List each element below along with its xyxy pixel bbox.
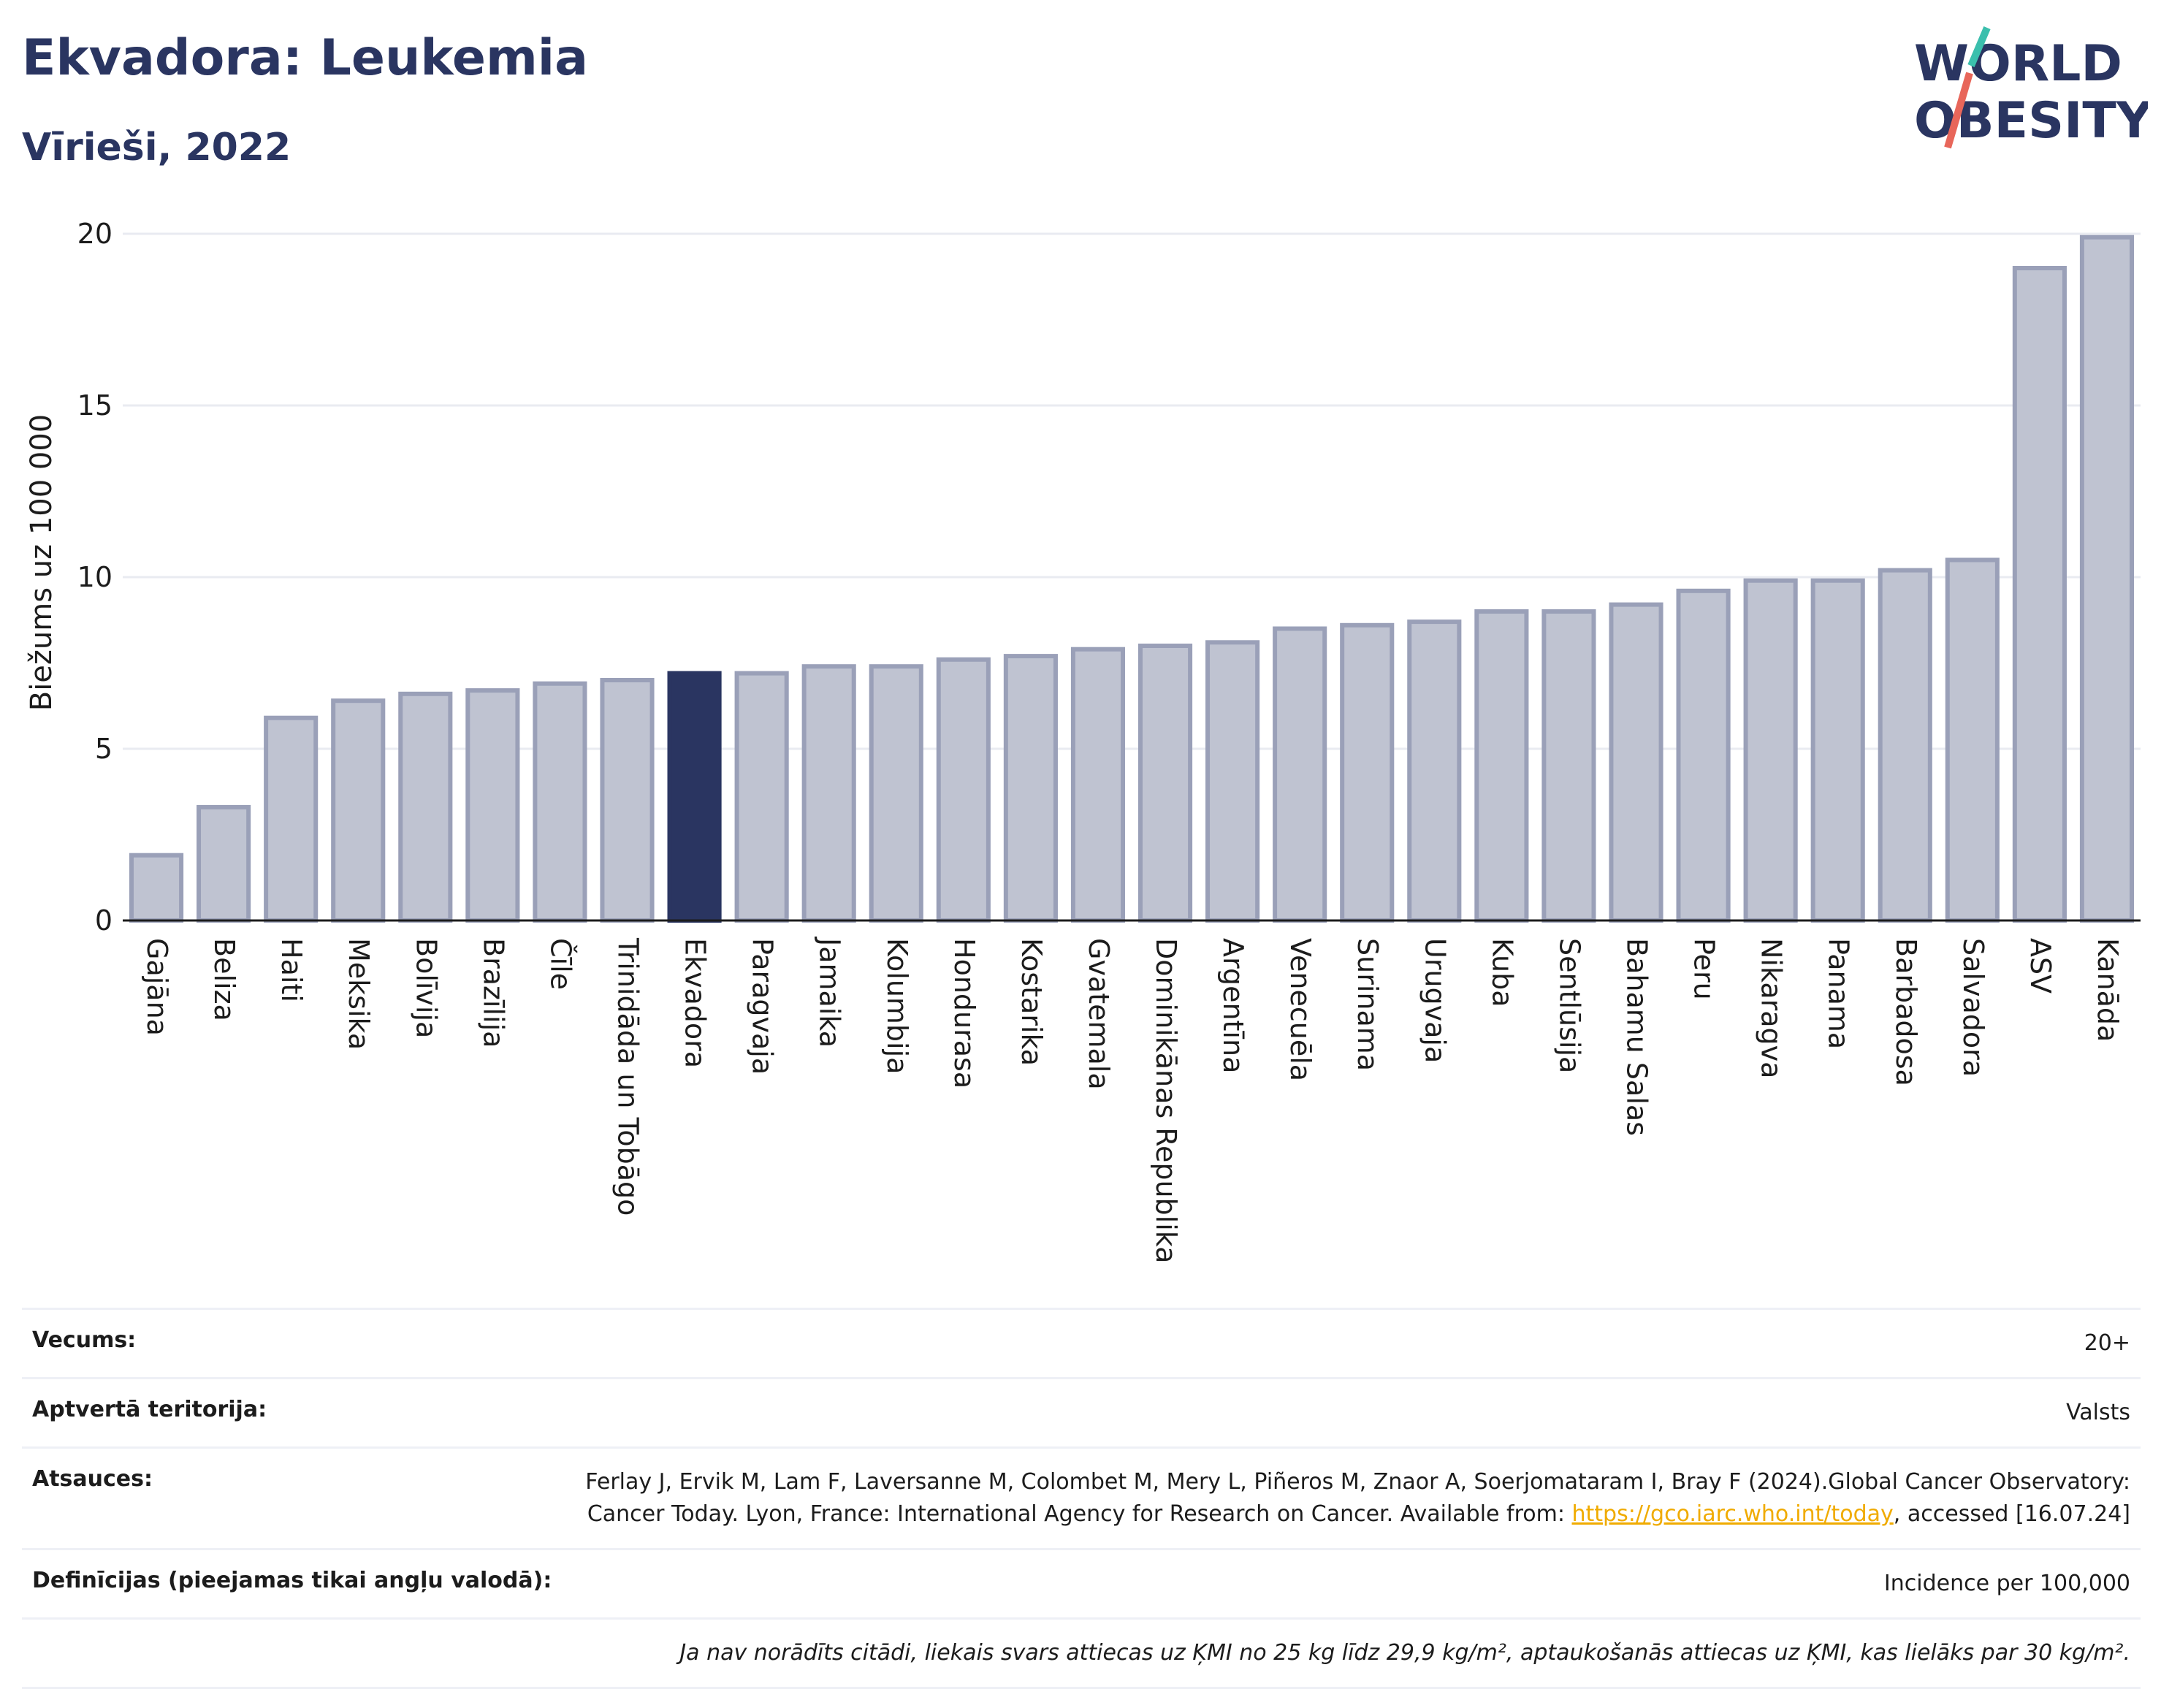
bar-7[interactable] bbox=[533, 681, 587, 923]
x-tick-label: Brazīlija bbox=[477, 938, 509, 1048]
bar-22[interactable] bbox=[1541, 609, 1596, 923]
bars bbox=[129, 235, 2135, 923]
y-tick-label: 5 bbox=[95, 733, 113, 765]
x-tick-label: Urugvaja bbox=[1419, 938, 1451, 1063]
x-tick-label: Panama bbox=[1823, 938, 1855, 1049]
references-value: Ferlay J, Ervik M, Lam F, Laversanne M, … bbox=[523, 1466, 2130, 1530]
logo-slash-teal bbox=[1967, 26, 1991, 67]
x-tick-label: Gajāna bbox=[141, 938, 173, 1036]
y-tick-label: 15 bbox=[77, 389, 113, 422]
territory-value: Valsts bbox=[2066, 1400, 2130, 1425]
bar-26[interactable] bbox=[1810, 578, 1865, 923]
references-text: Ferlay J, Ervik M, Lam F, Laversanne M, … bbox=[585, 1469, 2130, 1527]
info-row-territory: Aptvertā teritorija: Valsts bbox=[22, 1377, 2141, 1446]
chart-subtitle: Vīrieši, 2022 bbox=[22, 126, 291, 169]
x-tick-label: Dominikānas Republika bbox=[1150, 938, 1182, 1263]
x-tick-label: Salvadora bbox=[1957, 938, 1989, 1077]
x-tick-label: ASV bbox=[2024, 938, 2057, 994]
bar-27[interactable] bbox=[1878, 568, 1932, 923]
definitions-value: Incidence per 100,000 bbox=[1883, 1571, 2130, 1596]
x-tick-label: Kolumbija bbox=[881, 938, 913, 1074]
x-tick-label: Bolīvija bbox=[410, 938, 442, 1038]
bar-21[interactable] bbox=[1474, 609, 1529, 923]
x-tick-label: Venecuēla bbox=[1284, 938, 1316, 1081]
x-tick-label: Barbadosa bbox=[1890, 938, 1922, 1086]
bar-chart: 0 5 10 15 20 Gajāna Beliza Haiti Meksika Bolīvija… bbox=[25, 218, 2141, 1263]
territory-label: Aptvertā teritorija: bbox=[32, 1397, 267, 1422]
info-row-age: Vecums: 20+ bbox=[22, 1308, 2141, 1377]
bar-14[interactable] bbox=[1003, 654, 1058, 923]
x-tick-label: Hondurasa bbox=[948, 938, 980, 1089]
bar-2[interactable] bbox=[197, 804, 251, 923]
bar-18[interactable] bbox=[1273, 626, 1327, 923]
references-label: Atsauces: bbox=[32, 1466, 153, 1492]
x-tick-label: Trinidāda un Tobāgo bbox=[612, 937, 644, 1216]
y-tick-label: 10 bbox=[77, 561, 113, 593]
x-tick-label: Beliza bbox=[208, 938, 240, 1021]
info-row-note: Ja nav norādīts citādi, liekais svars at… bbox=[22, 1617, 2141, 1689]
bar-5[interactable] bbox=[398, 691, 453, 923]
references-accessed: , accessed [16.07.24] bbox=[1893, 1501, 2130, 1527]
bar-3[interactable] bbox=[264, 715, 319, 923]
chart-title: Ekvadora: Leukemia bbox=[22, 29, 588, 87]
x-tick-label: Surinama bbox=[1352, 938, 1384, 1071]
y-tick-label: 20 bbox=[77, 218, 113, 250]
age-value: 20+ bbox=[2084, 1330, 2130, 1356]
x-tick-label: Ekvadora bbox=[679, 938, 712, 1068]
bar-11[interactable] bbox=[801, 664, 856, 923]
bar-16[interactable] bbox=[1137, 644, 1193, 923]
tick-labels: 0 5 10 15 20 Gajāna Beliza Haiti Meksika Bolīvija… bbox=[77, 218, 2124, 1263]
bar-1[interactable] bbox=[129, 853, 184, 923]
info-row-definitions: Definīcijas (pieejamas tikai angļu valod… bbox=[22, 1548, 2141, 1617]
x-tick-label: Nikaragva bbox=[1756, 938, 1788, 1078]
bar-13[interactable] bbox=[936, 657, 991, 923]
x-tick-label: Čīle bbox=[544, 938, 576, 990]
x-tick-label: Kostarika bbox=[1015, 938, 1048, 1066]
bar-12[interactable] bbox=[869, 664, 923, 923]
x-tick-label: Kanāda bbox=[2092, 938, 2124, 1042]
bar-9[interactable] bbox=[667, 671, 722, 923]
x-tick-label: Kuba bbox=[1486, 938, 1518, 1007]
x-tick-label: Bahamu Salas bbox=[1621, 938, 1653, 1136]
bar-19[interactable] bbox=[1340, 622, 1395, 923]
bar-4[interactable] bbox=[331, 698, 386, 923]
logo-slash-coral bbox=[1944, 72, 1973, 149]
bar-8[interactable] bbox=[600, 678, 655, 923]
bar-10[interactable] bbox=[734, 671, 789, 923]
bar-24[interactable] bbox=[1676, 588, 1731, 923]
age-label: Vecums: bbox=[32, 1327, 137, 1353]
logo-text-world: WORLD bbox=[1914, 35, 2122, 93]
bmi-note: Ja nav norādīts citādi, liekais svars at… bbox=[679, 1640, 2130, 1666]
world-obesity-logo: WORLD OBESITY bbox=[1914, 26, 2148, 150]
info-table: Vecums: 20+ Aptvertā teritorija: Valsts … bbox=[22, 1308, 2141, 1689]
x-tick-label: Peru bbox=[1688, 938, 1720, 1000]
x-tick-label: Paragvaja bbox=[747, 938, 779, 1075]
bar-25[interactable] bbox=[1743, 578, 1798, 923]
x-tick-label: Argentīna bbox=[1217, 938, 1249, 1073]
grid-lines bbox=[123, 232, 2141, 750]
y-tick-label: 0 bbox=[95, 904, 113, 937]
info-row-references: Atsauces: Ferlay J, Ervik M, Lam F, Lave… bbox=[22, 1446, 2141, 1548]
x-tick-label: Meksika bbox=[343, 938, 375, 1050]
bar-20[interactable] bbox=[1407, 619, 1462, 923]
x-tick-label: Haiti bbox=[275, 938, 308, 1002]
bar-15[interactable] bbox=[1070, 647, 1126, 923]
definitions-label: Definīcijas (pieejamas tikai angļu valod… bbox=[32, 1568, 552, 1593]
bar-17[interactable] bbox=[1205, 640, 1260, 923]
bar-23[interactable] bbox=[1609, 602, 1663, 923]
x-tick-label: Jamaika bbox=[814, 937, 846, 1048]
bar-6[interactable] bbox=[465, 688, 520, 923]
x-tick-label: Gvatemala bbox=[1083, 938, 1115, 1090]
references-link[interactable]: https://gco.iarc.who.int/today bbox=[1571, 1501, 1894, 1527]
bar-28[interactable] bbox=[1945, 557, 2000, 923]
x-tick-label: Sentlūsija bbox=[1553, 938, 1585, 1073]
bar-30[interactable] bbox=[2079, 235, 2135, 923]
y-axis-label: Biežums uz 100 000 bbox=[25, 414, 58, 712]
bar-29[interactable] bbox=[2012, 266, 2067, 923]
